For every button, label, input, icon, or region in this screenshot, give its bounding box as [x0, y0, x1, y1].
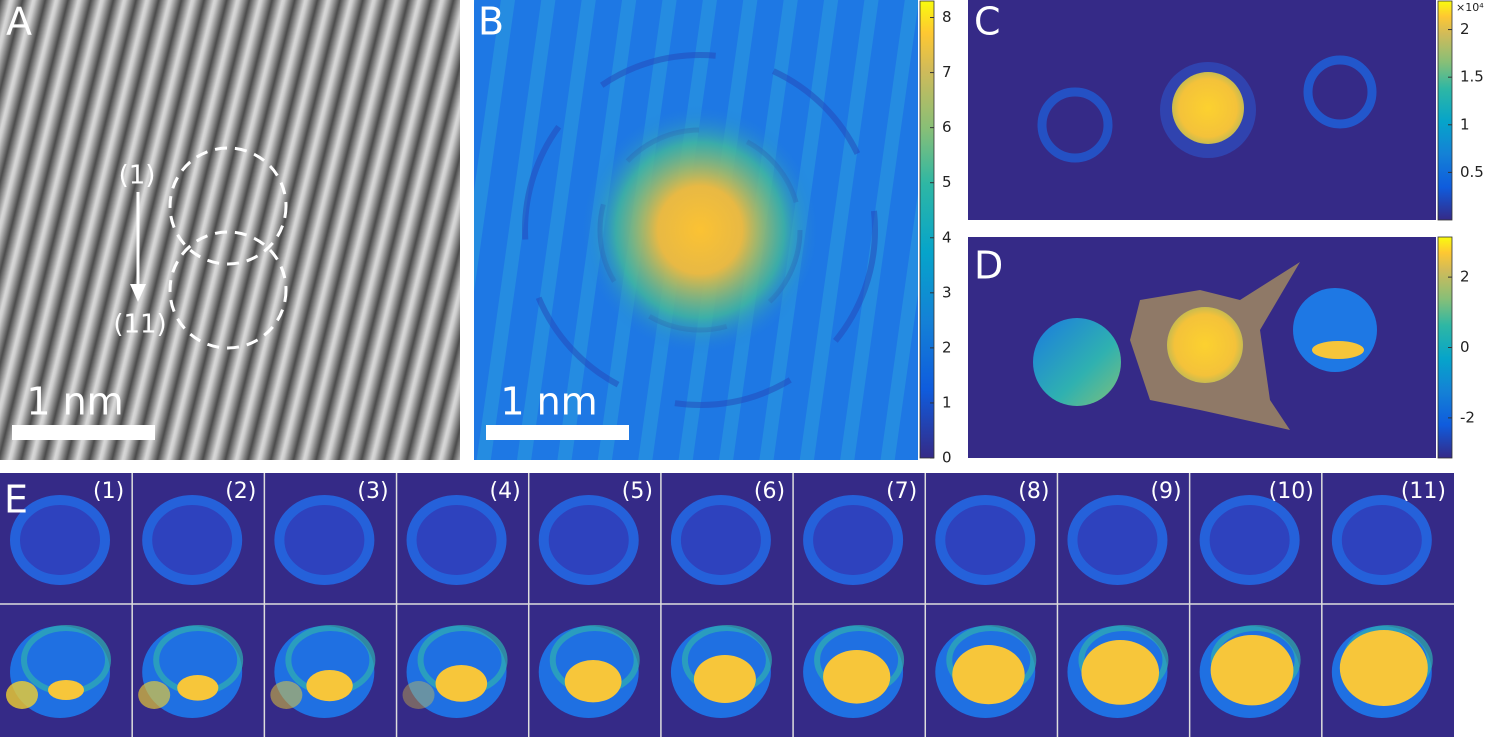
- phase-patch: [177, 675, 219, 701]
- amplitude-disk: [670, 495, 771, 585]
- phase-fringe: [402, 681, 435, 709]
- panel-letter: B: [478, 0, 504, 44]
- phase-patch: [306, 670, 353, 702]
- phase-patch: [1210, 635, 1294, 706]
- colorbar-tick-label: 0: [1460, 338, 1470, 356]
- central-disk: [1167, 307, 1243, 383]
- side-disk: [1037, 87, 1113, 163]
- frame-label: (1): [93, 479, 124, 504]
- central-disk: [1172, 72, 1244, 144]
- frame-label: (5): [622, 479, 653, 504]
- phase-patch: [435, 665, 488, 702]
- phase-patch: [564, 660, 622, 703]
- panel-c: C ×10⁴: [968, 0, 1484, 220]
- panel-a: (1) (11) 1 nm A: [0, 0, 460, 460]
- phase-patch: [693, 655, 756, 703]
- colorbar-tick-label: 2: [1460, 20, 1470, 38]
- colorbar-tick-label: -2: [1460, 408, 1475, 426]
- panel-d: D: [968, 237, 1436, 458]
- arrow-head: [130, 284, 146, 302]
- amplitude-disk: [274, 495, 375, 585]
- colorbar: [919, 0, 935, 459]
- colorbar-tick-label: 1.5: [1460, 68, 1484, 86]
- scale-label: 1 nm: [26, 380, 123, 424]
- ring: [522, 52, 878, 408]
- panel-letter: D: [974, 244, 1003, 288]
- amplitude-disk: [10, 495, 110, 585]
- colorbar-tick-label: 0: [942, 449, 952, 467]
- amplitude-disk: [1199, 495, 1300, 585]
- colorbar-exponent: ×10⁴: [1456, 1, 1484, 14]
- frame-label: (8): [1018, 479, 1049, 504]
- colorbar-tick-label: 4: [942, 228, 952, 246]
- amplitude-disk: [1331, 495, 1432, 585]
- colorbar-tick-label: 2: [942, 338, 952, 356]
- scale-label: 1 nm: [500, 380, 597, 424]
- frame-label: (2): [225, 479, 256, 504]
- dashed-circle: [168, 230, 288, 350]
- colorbar-tick-label: 1: [942, 393, 952, 411]
- colorbar-tick-label: 5: [942, 173, 952, 191]
- phase-patch: [1312, 341, 1364, 359]
- colorbar-tick-label: 8: [942, 8, 952, 26]
- phase-fringe: [270, 681, 303, 709]
- frame-label: (7): [886, 479, 917, 504]
- side-disk: [1033, 318, 1121, 406]
- phase-patch: [48, 680, 84, 700]
- amplitude-disk: [406, 495, 507, 585]
- amplitude-disk: [142, 495, 243, 585]
- phase-fringe: [138, 681, 171, 709]
- colorbar: [1437, 0, 1453, 221]
- colorbar-tick-label: 1: [1460, 115, 1470, 133]
- side-disk: [1303, 55, 1377, 129]
- amplitude-disk: [935, 495, 1036, 585]
- panel-b: 1 nm B: [474, 0, 918, 460]
- side-disk: [1293, 288, 1377, 372]
- start-label: (1): [119, 161, 156, 191]
- frame-label: (11): [1401, 479, 1446, 504]
- frame-label: (6): [754, 479, 785, 504]
- phase-patch: [1081, 640, 1160, 705]
- scale-bar: [486, 425, 629, 440]
- frame-label: (10): [1269, 479, 1314, 504]
- frame-label: (9): [1150, 479, 1181, 504]
- amplitude-disk: [538, 495, 639, 585]
- colorbar-tick-label: 3: [942, 283, 952, 301]
- phase-patch: [952, 645, 1025, 705]
- panel-letter: C: [974, 0, 1001, 44]
- lattice-image: [0, 0, 460, 460]
- scale-bar: [12, 425, 155, 440]
- phase-fringe: [6, 681, 38, 709]
- amplitude-disk: [803, 495, 904, 585]
- colorbar-tick-label: 6: [942, 118, 952, 136]
- colorbar-tick-label: 0.5: [1460, 163, 1484, 181]
- phase-patch: [823, 650, 891, 704]
- panel-letter: A: [6, 0, 32, 44]
- panel-e: (1) (2) (3) (4) (5) (6) (7) (8) (9) (10) (11): [0, 473, 1454, 737]
- frame-label: (4): [490, 479, 521, 504]
- frame-label: (3): [357, 479, 388, 504]
- probe-center: [580, 105, 820, 355]
- colorbar-tick-label: 7: [942, 63, 952, 81]
- amplitude-disk: [1067, 495, 1168, 585]
- phase-patch: [1339, 630, 1428, 706]
- colorbar-tick-label: 2: [1460, 268, 1470, 286]
- dashed-circle: [168, 146, 288, 266]
- panel-letter: E: [4, 478, 28, 522]
- end-label: (11): [113, 310, 166, 340]
